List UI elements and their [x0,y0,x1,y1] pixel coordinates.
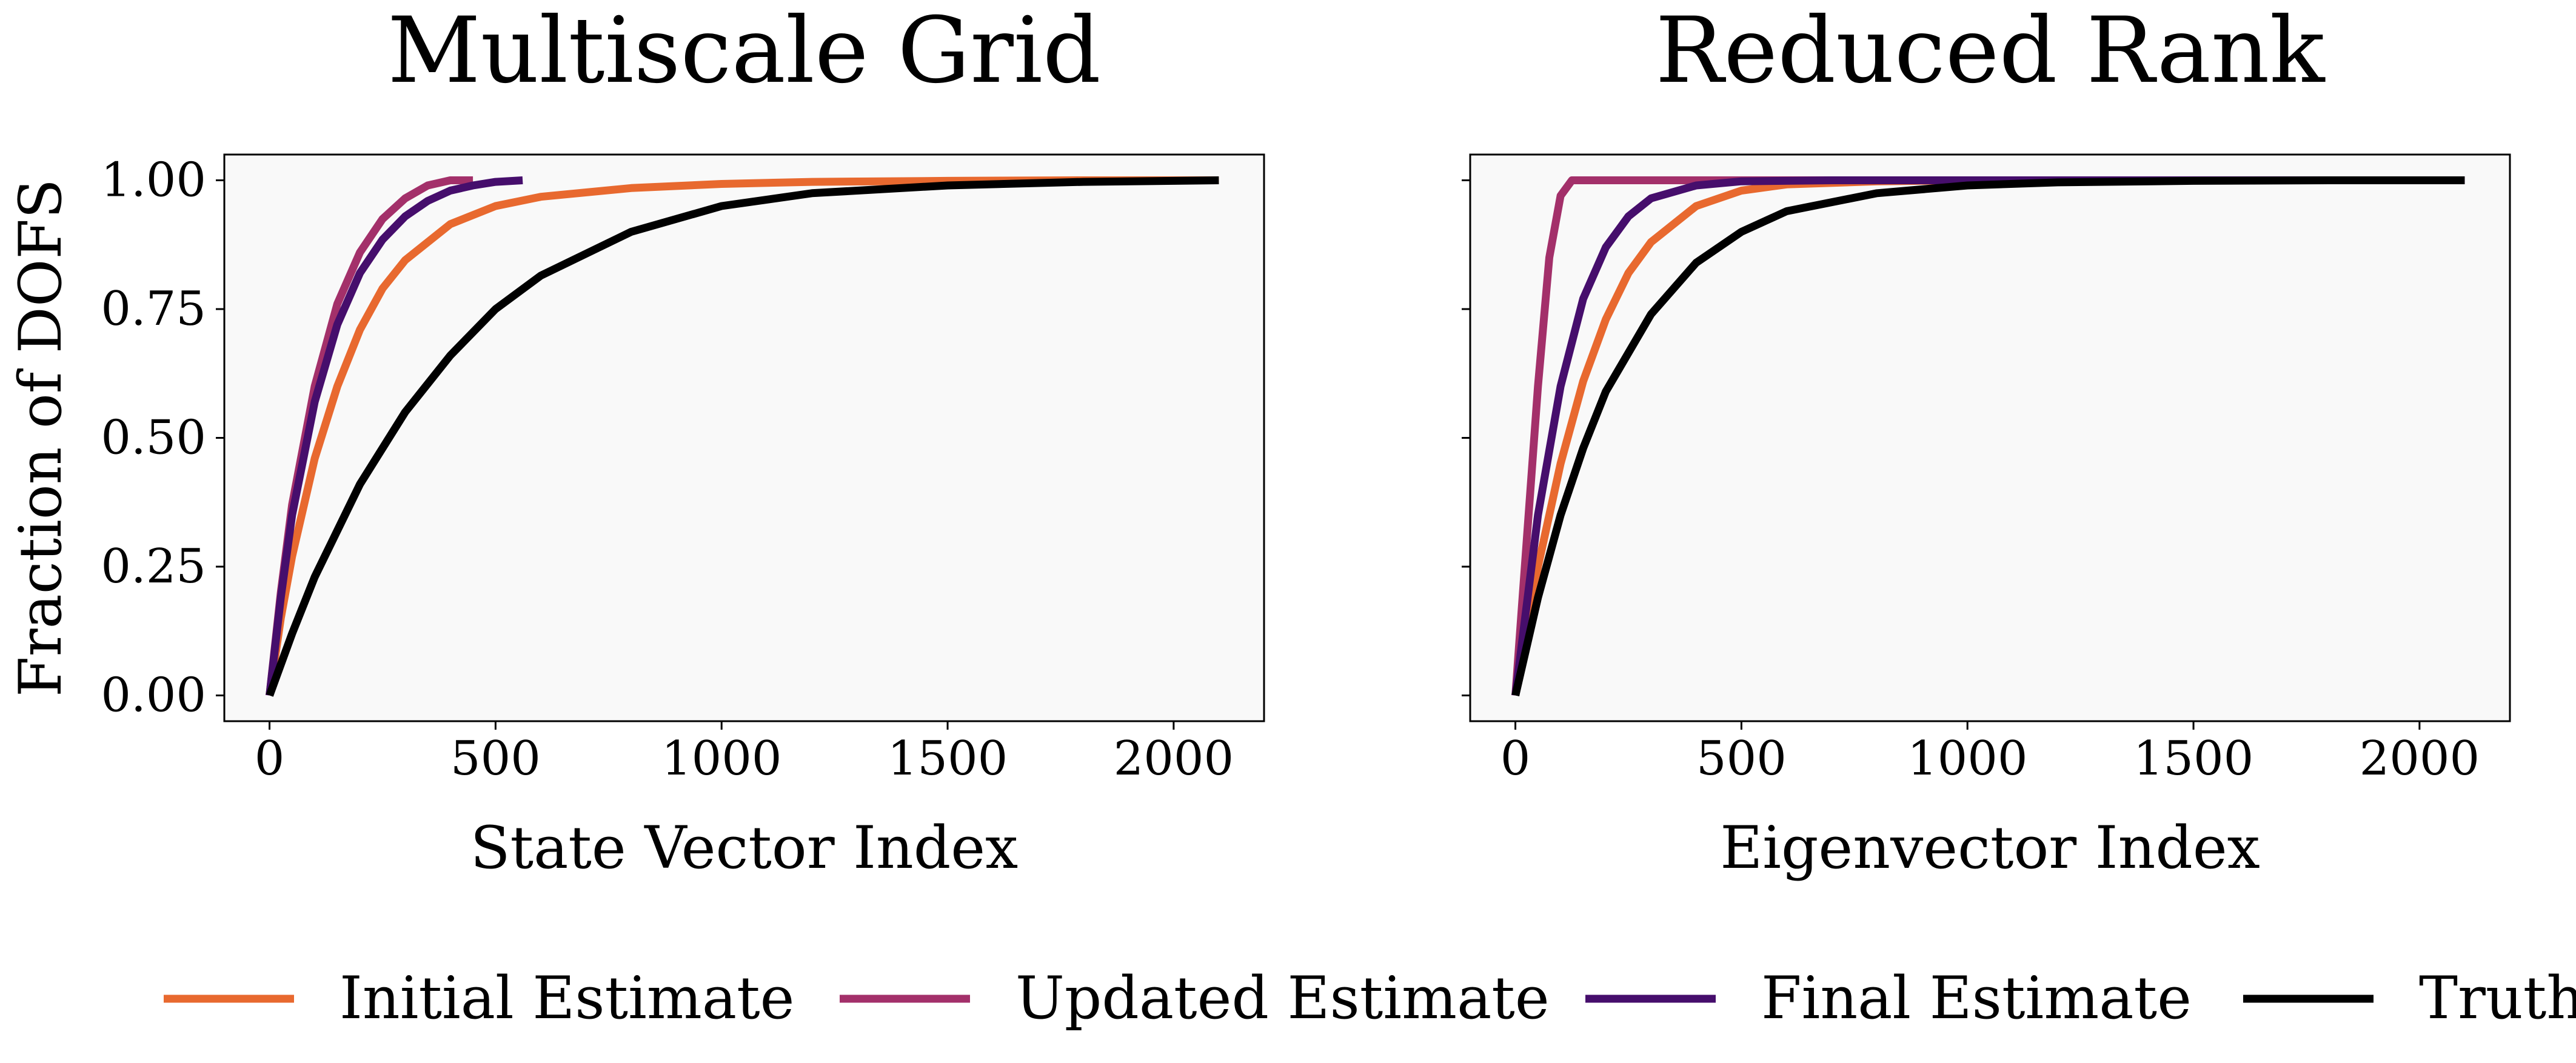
x-tick-label: 0 [255,731,285,786]
y-tick-label: 0.75 [101,282,206,336]
legend-label: Updated Estimate [1015,964,1550,1032]
x-tick-label: 1500 [888,731,1008,786]
legend-label: Truth [2419,964,2576,1032]
panel-multiscale-grid: 0 500 1000 1500 2000 0.00 0.25 0.50 0.75 1.00 Mult… [7,0,1265,882]
x-tick-label: 2000 [2360,731,2480,786]
x-tick-label: 0 [1500,731,1531,786]
x-tick-label: 1000 [661,731,782,786]
y-tick-label: 0.25 [101,539,206,594]
series-line-final-estimate [1511,176,2465,696]
x-tick-label: 1500 [2133,731,2254,786]
y-tick-label: 0.50 [101,411,206,465]
y-tick-label: 1.00 [101,153,206,208]
legend-label: Final Estimate [1761,964,2192,1032]
legend-item-truth: Truth [2243,964,2576,1032]
y-axis-label: Fraction of DOFS [7,179,75,697]
chart-title: Multiscale Grid [387,0,1101,104]
chart-title: Reduced Rank [1655,0,2325,104]
series-line-initial-estimate [266,176,1219,696]
legend-item-updated-estimate: Updated Estimate [840,964,1550,1032]
x-tick-label: 1000 [1907,731,2028,786]
y-tick-label: 0.00 [101,668,206,723]
plot-area [1470,155,2510,721]
x-tick-label: 500 [450,731,541,786]
series-line-truth [266,176,1219,697]
panel-reduced-rank: 0 500 1000 1500 2000 Reduced Rank Eigenvector … [1462,0,2511,882]
x-axis-label: Eigenvector Index [1720,814,2260,882]
legend: Initial Estimate Updated Estimate Final Es… [164,964,2576,1032]
x-axis-label: State Vector Index [470,814,1019,882]
legend-label: Initial Estimate [340,964,794,1032]
legend-item-initial-estimate: Initial Estimate [164,964,794,1032]
legend-item-final-estimate: Final Estimate [1585,964,2192,1032]
series-line-truth [1511,176,2465,696]
x-tick-label: 500 [1696,731,1787,786]
x-tick-label: 2000 [1114,731,1234,786]
plot-area [224,155,1264,721]
series-line-final-estimate [266,176,523,696]
